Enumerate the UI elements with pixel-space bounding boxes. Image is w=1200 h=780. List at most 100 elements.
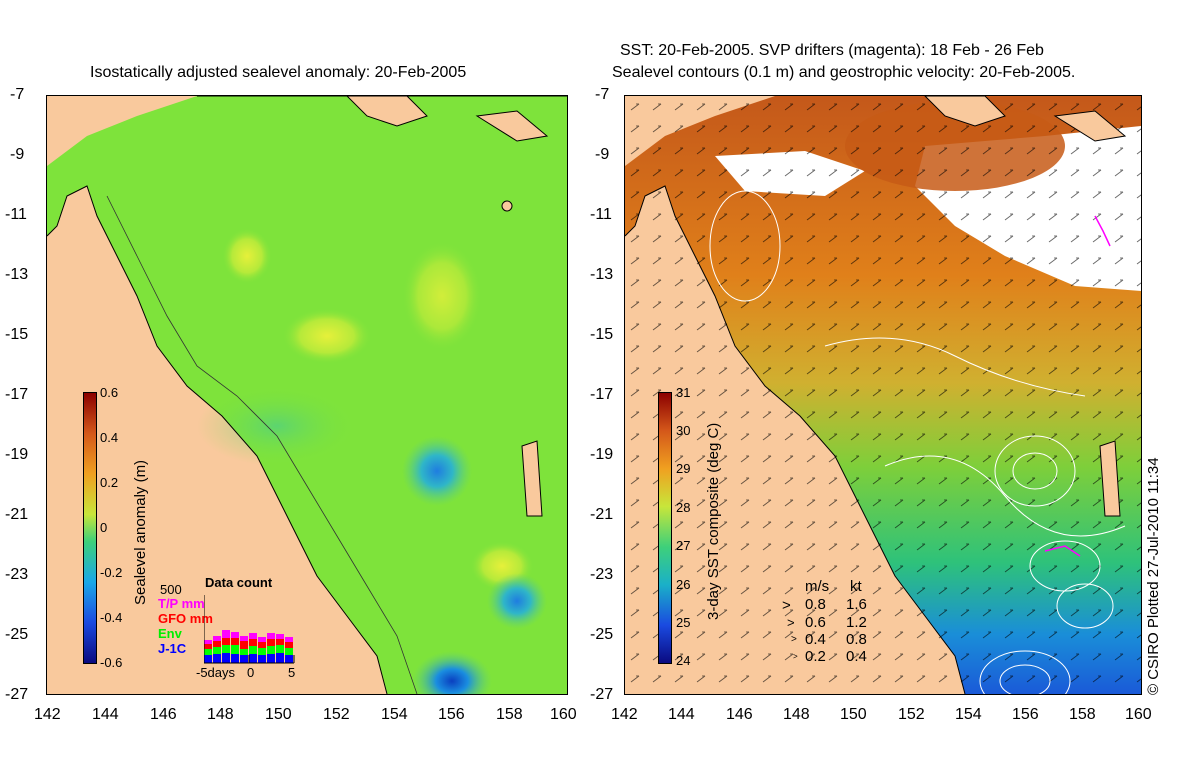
sla-colorbar-tick-0: 0.6 — [100, 385, 119, 400]
right-lon-tick: 146 — [726, 706, 753, 723]
left-lon-tick: 146 — [150, 706, 177, 723]
data-count-bar — [204, 640, 212, 644]
data-count-xlabel-right: 5 — [288, 665, 296, 680]
right-map-title-line2: Sealevel contours (0.1 m) and geostrophi… — [612, 64, 1076, 81]
sla-colorbar — [83, 392, 97, 664]
left-lon-tick: 160 — [550, 706, 577, 723]
data-count-bar — [240, 636, 248, 641]
credit-text: © CSIRO Plotted 27-Jul-2010 11:34 — [1145, 457, 1162, 695]
data-count-bar — [213, 641, 221, 647]
right-lon-tick: 160 — [1125, 706, 1152, 723]
velocity-legend-ms: 0.2 — [805, 648, 826, 665]
right-lon-tick: 152 — [898, 706, 925, 723]
data-count-bar — [285, 655, 293, 663]
right-lat-tick: -27 — [590, 686, 614, 703]
sst-colorbar-tick-7: 24 — [676, 653, 691, 668]
sst-colorbar-tick-1: 30 — [676, 423, 691, 438]
data-count-bar — [276, 639, 284, 645]
data-count-bar — [249, 654, 257, 663]
left-lat-tick: -13 — [5, 266, 29, 283]
velocity-legend-kt: 1.2 — [846, 614, 867, 631]
sst-colorbar — [658, 392, 672, 664]
data-count-bar — [249, 633, 257, 639]
right-lat-tick: -21 — [590, 506, 614, 523]
data-count-legend-env: Env — [158, 626, 182, 641]
sst-map[interactable] — [624, 95, 1142, 695]
data-count-bar — [222, 645, 230, 653]
data-count-bar — [231, 654, 239, 663]
velocity-legend-arrow: > — [793, 652, 798, 661]
data-count-bar — [204, 649, 212, 655]
data-count-bar — [258, 642, 266, 648]
sla-colorbar-tick-4: -0.2 — [100, 565, 123, 580]
left-lon-tick: 148 — [207, 706, 234, 723]
left-lat-tick: -15 — [5, 326, 29, 343]
right-lon-tick: 154 — [955, 706, 982, 723]
data-count-bar — [240, 655, 248, 663]
right-lat-tick: -11 — [590, 206, 612, 223]
velocity-legend-arrow: > — [782, 597, 791, 614]
velocity-legend-ms: 0.8 — [805, 596, 826, 613]
data-count-bar — [276, 645, 284, 653]
data-count-bar — [204, 655, 212, 663]
left-lat-tick: -17 — [5, 386, 29, 403]
left-lon-tick: 154 — [381, 706, 408, 723]
right-map-title-line1: SST: 20-Feb-2005. SVP drifters (magenta)… — [620, 42, 1044, 59]
sla-map-svg — [47, 96, 567, 694]
data-count-bar — [285, 642, 293, 648]
left-lat-tick: -27 — [5, 686, 29, 703]
right-lon-tick: 142 — [611, 706, 638, 723]
right-lon-tick: 156 — [1012, 706, 1039, 723]
velocity-legend-ms: 0.6 — [805, 614, 826, 631]
left-lon-tick: 142 — [34, 706, 61, 723]
data-count-legend-gfo: GFO mm — [158, 611, 213, 626]
data-count-bar — [213, 636, 221, 641]
sla-colorbar-tick-6: -0.6 — [100, 655, 123, 670]
left-lat-tick: -9 — [10, 146, 25, 163]
data-count-bar — [285, 648, 293, 655]
velocity-legend-kt: 0.8 — [846, 631, 867, 648]
data-count-bar — [258, 637, 266, 642]
sst-colorbar-tick-2: 29 — [676, 461, 691, 476]
sla-map[interactable] — [46, 95, 568, 695]
sla-colorbar-tick-1: 0.4 — [100, 430, 119, 445]
sst-colorbar-tick-5: 26 — [676, 577, 691, 592]
data-count-bar — [276, 653, 284, 663]
left-lat-tick: -11 — [5, 206, 27, 223]
left-lat-tick: -19 — [5, 446, 29, 463]
data-count-bar — [222, 630, 230, 638]
right-lon-tick: 158 — [1069, 706, 1096, 723]
data-count-bar — [240, 641, 248, 649]
sst-map-svg — [625, 96, 1141, 694]
left-lon-tick: 144 — [92, 706, 119, 723]
velocity-legend-kt: 1.6 — [846, 596, 867, 613]
data-count-bar — [204, 644, 212, 649]
velocity-legend-kt: 0.4 — [846, 648, 867, 665]
right-lat-tick: -15 — [590, 326, 614, 343]
data-count-bar — [222, 638, 230, 645]
data-count-bar — [249, 639, 257, 646]
data-count-bar — [267, 646, 275, 654]
data-count-bar — [258, 655, 266, 663]
sst-colorbar-tick-6: 25 — [676, 615, 691, 630]
data-count-bar — [267, 639, 275, 646]
sst-colorbar-tick-4: 27 — [676, 538, 691, 553]
left-lon-tick: 156 — [438, 706, 465, 723]
left-lon-tick: 158 — [496, 706, 523, 723]
data-count-bar — [231, 638, 239, 645]
velocity-legend-arrow: > — [787, 615, 795, 630]
left-lat-tick: -25 — [5, 626, 29, 643]
data-count-legend-j1c: J-1C — [158, 641, 187, 656]
data-count-bar — [222, 653, 230, 663]
left-lat-tick: -21 — [5, 506, 29, 523]
sst-colorbar-tick-3: 28 — [676, 500, 691, 515]
right-lat-tick: -9 — [595, 146, 610, 163]
data-count-bar — [258, 648, 266, 655]
right-lat-tick: -13 — [590, 266, 614, 283]
data-count-bar — [231, 645, 239, 654]
velocity-legend-header-ms: m/s — [805, 578, 830, 595]
sla-colorbar-tick-5: -0.4 — [100, 610, 123, 625]
sst-colorbar-tick-0: 31 — [676, 385, 691, 400]
right-lat-tick: -19 — [590, 446, 614, 463]
data-count-bar — [249, 646, 257, 654]
